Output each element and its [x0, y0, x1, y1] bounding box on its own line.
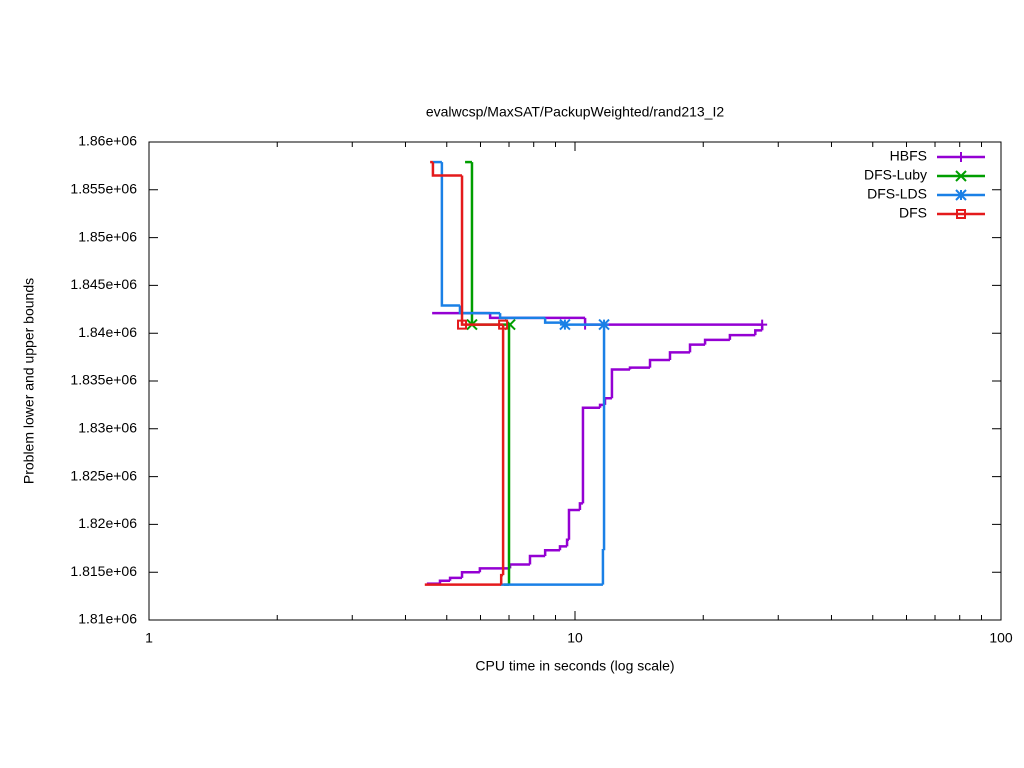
- y-tick-label: 1.815e+06: [70, 563, 137, 579]
- legend-marker: [955, 189, 967, 201]
- point-marker: [498, 319, 509, 330]
- line-segment: [528, 554, 546, 565]
- line-segment: [438, 579, 451, 584]
- line-segment: [440, 162, 460, 307]
- x-tick-label: 10: [567, 630, 583, 646]
- legend-marker: [956, 152, 966, 162]
- legend-label: HBFS: [890, 148, 927, 164]
- line-segment: [688, 343, 706, 353]
- line-segment: [543, 317, 565, 324]
- point-marker: [598, 318, 610, 331]
- line-segment: [668, 351, 691, 360]
- line-segment: [448, 576, 463, 581]
- chart-title: evalwcsp/MaxSAT/PackupWeighted/rand213_I…: [426, 104, 725, 120]
- y-tick-label: 1.83e+06: [78, 420, 137, 436]
- point-marker: [559, 318, 571, 331]
- line-segment: [628, 366, 651, 370]
- line-segment: [543, 548, 560, 556]
- line-segment: [460, 570, 480, 578]
- line-segment: [728, 333, 756, 340]
- line-segment: [478, 567, 511, 573]
- line-segment: [488, 313, 586, 320]
- x-axis-label: CPU time in seconds (log scale): [475, 658, 674, 674]
- x-tick-label: 1: [145, 630, 153, 646]
- y-tick-label: 1.845e+06: [70, 276, 137, 292]
- line-segment: [601, 548, 605, 585]
- point-marker: [457, 319, 468, 330]
- legend-label: DFS-Luby: [864, 167, 927, 183]
- line-segment: [431, 162, 463, 177]
- line-segment: [460, 175, 504, 326]
- line-segment: [648, 358, 670, 368]
- line-segment: [558, 545, 568, 551]
- y-axis-label: Problem lower and upper bounds: [21, 278, 37, 484]
- line-segment: [458, 305, 501, 315]
- line-segment: [498, 313, 546, 320]
- y-tick-label: 1.835e+06: [70, 372, 137, 388]
- y-tick-label: 1.84e+06: [78, 324, 137, 340]
- line-segment: [754, 329, 763, 336]
- y-tick-label: 1.825e+06: [70, 467, 137, 483]
- y-tick-label: 1.82e+06: [78, 515, 137, 531]
- point-marker: [757, 319, 768, 330]
- y-tick-label: 1.81e+06: [78, 611, 137, 627]
- y-tick-label: 1.86e+06: [78, 133, 137, 149]
- legend-label: DFS-LDS: [867, 186, 927, 202]
- legend-marker: [956, 209, 966, 219]
- line-segment: [703, 338, 730, 345]
- line-segment: [567, 508, 580, 540]
- y-tick-label: 1.85e+06: [78, 228, 137, 244]
- x-tick-label: 100: [989, 630, 1013, 646]
- legend-marker: [955, 170, 967, 182]
- y-tick-label: 1.855e+06: [70, 181, 137, 197]
- line-segment: [610, 368, 630, 399]
- line-segment: [581, 406, 601, 504]
- plot-border: [148, 141, 1002, 621]
- legend-label: DFS: [899, 205, 927, 221]
